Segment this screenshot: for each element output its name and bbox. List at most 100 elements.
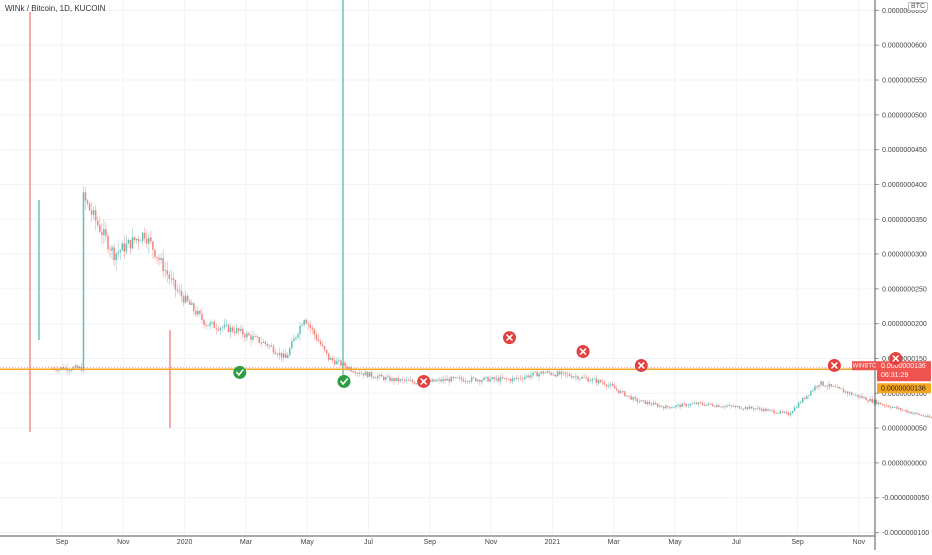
candle-body xyxy=(188,301,191,305)
x-tick-label: Sep xyxy=(56,539,69,546)
candle-body xyxy=(376,376,379,379)
candle-body xyxy=(360,373,363,375)
candle-body xyxy=(577,376,579,380)
candle-body xyxy=(630,396,632,400)
candle-body xyxy=(358,372,361,374)
candle-body xyxy=(568,374,571,377)
candle-body xyxy=(583,376,585,378)
candle-body xyxy=(485,377,487,378)
candle-body xyxy=(225,324,228,326)
candle-body xyxy=(771,409,773,411)
candle-body xyxy=(763,408,765,411)
x-tick-label: 2020 xyxy=(177,539,193,546)
candle-body xyxy=(391,378,393,382)
candle-body xyxy=(707,403,710,405)
candle-body xyxy=(105,229,107,236)
x-tick-label: May xyxy=(668,539,682,546)
candle-body xyxy=(736,406,739,407)
candle-body xyxy=(801,397,804,403)
candle-body xyxy=(910,411,912,414)
price-label: 0.0000000136 xyxy=(881,363,926,370)
check-icon xyxy=(337,374,351,388)
candle-body xyxy=(803,397,806,399)
candle-body xyxy=(150,237,152,242)
currency-tag[interactable]: BTC xyxy=(908,2,928,11)
candle-body xyxy=(716,405,718,407)
candle-body xyxy=(286,355,289,359)
candle-body xyxy=(458,377,461,379)
x-tick-label: Sep xyxy=(791,539,804,546)
candle-body xyxy=(131,237,134,249)
candle-body xyxy=(632,397,634,400)
candle-body xyxy=(411,380,414,383)
candle-body xyxy=(268,345,271,347)
candle-body xyxy=(902,409,904,411)
y-tick-label: 0.0000000150 xyxy=(882,356,927,363)
candle-body xyxy=(928,415,931,418)
candle-body xyxy=(575,376,577,378)
candle-body xyxy=(714,406,716,407)
candle-body xyxy=(703,404,706,406)
candle-body xyxy=(652,402,655,405)
candle-body xyxy=(499,377,502,382)
candle-body xyxy=(119,250,122,252)
cross-icon xyxy=(827,358,841,372)
candle-body xyxy=(515,377,518,379)
candle-body xyxy=(156,257,158,258)
candle-body xyxy=(718,405,720,407)
candle-body xyxy=(176,289,179,291)
y-tick-label: 0.0000000600 xyxy=(882,43,927,50)
candle-body xyxy=(544,372,547,374)
candle-body xyxy=(474,378,477,382)
candle-body xyxy=(378,374,381,377)
candle-body xyxy=(636,398,638,402)
candle-body xyxy=(534,371,536,373)
candle-body xyxy=(207,325,209,327)
candle-body xyxy=(846,391,849,394)
candle-body xyxy=(82,192,85,371)
candle-body xyxy=(477,379,479,382)
candle-body xyxy=(842,389,845,393)
candle-body xyxy=(897,407,900,409)
candle-body xyxy=(143,232,146,239)
candle-body xyxy=(859,396,861,398)
candle-body xyxy=(605,384,608,387)
y-tick-label: -0.0000000050 xyxy=(882,495,929,502)
candle-body xyxy=(775,413,777,414)
candle-body xyxy=(781,411,784,413)
candle-body xyxy=(99,225,101,232)
candle-body xyxy=(613,386,616,389)
candle-body xyxy=(380,374,383,377)
candle-body xyxy=(618,389,620,393)
candle-body xyxy=(797,402,800,408)
candle-body xyxy=(387,376,389,378)
candle-body xyxy=(270,345,273,347)
candle-body xyxy=(452,376,455,378)
candle-body xyxy=(154,249,156,258)
candle-body xyxy=(709,403,712,405)
candle-body xyxy=(235,328,238,333)
candle-body xyxy=(761,409,763,411)
candle-body xyxy=(280,352,283,358)
candle-body xyxy=(258,337,260,343)
candle-body xyxy=(493,377,495,380)
x-tick-label: 2021 xyxy=(545,539,561,546)
candle-body xyxy=(791,411,794,414)
candle-body xyxy=(407,380,410,381)
y-tick-label: 0.0000000000 xyxy=(882,460,927,467)
candle-body xyxy=(213,321,216,328)
candle-body xyxy=(622,390,624,392)
candle-body xyxy=(248,333,250,336)
candle-body xyxy=(662,406,665,409)
candle-body xyxy=(677,404,679,406)
candle-body xyxy=(333,360,336,365)
candle-body xyxy=(789,413,792,416)
candle-body xyxy=(926,415,929,417)
candle-body xyxy=(393,378,395,382)
candle-body xyxy=(865,397,867,401)
candle-body xyxy=(295,337,297,339)
candle-body xyxy=(148,237,150,244)
candle-body xyxy=(669,407,671,409)
